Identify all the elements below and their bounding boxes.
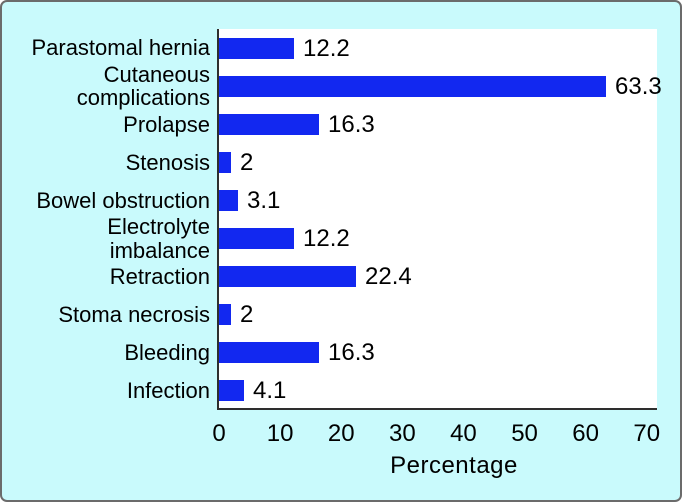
bar-bowel-obstruction xyxy=(219,190,238,211)
category-label: Retraction xyxy=(109,263,210,289)
x-tick-label: 20 xyxy=(327,420,355,447)
category-label: Stenosis xyxy=(125,149,210,175)
bar-infection xyxy=(219,380,244,401)
x-tick-label: 10 xyxy=(266,420,294,447)
bar-stenosis xyxy=(219,152,231,173)
x-axis-title: Percentage xyxy=(390,452,518,479)
bar-retraction xyxy=(219,266,356,287)
bar-value-label: 16.3 xyxy=(328,339,375,366)
x-tick-label: 40 xyxy=(450,420,477,447)
bar-value-label: 16.3 xyxy=(328,111,375,138)
bar-value-label: 3.1 xyxy=(247,187,281,214)
x-tick-label: 50 xyxy=(511,420,538,447)
bar-prolapse xyxy=(219,114,319,135)
category-label: Bleeding xyxy=(124,340,210,366)
category-label: Electrolyte imbalance xyxy=(107,214,210,263)
x-tick-label: 0 xyxy=(212,420,226,447)
category-label: Cutaneous complications xyxy=(76,61,210,111)
bar-value-label: 63.3 xyxy=(615,73,662,100)
bar-value-label: 2 xyxy=(240,149,254,176)
bar-cutaneous-complications xyxy=(219,76,606,97)
bar-value-label: 2 xyxy=(240,301,254,328)
bar-value-label: 12.2 xyxy=(303,225,350,252)
bar-bleeding xyxy=(219,342,319,363)
category-label: Bowel obstruction xyxy=(36,187,210,213)
bar-value-label: 22.4 xyxy=(365,263,412,290)
category-label: Infection xyxy=(126,378,210,404)
category-label: Parastomal hernia xyxy=(31,35,210,61)
bar-parastomal-hernia xyxy=(219,38,294,59)
category-label: Stoma necrosis xyxy=(58,302,210,328)
bar-value-label: 12.2 xyxy=(303,35,350,62)
x-tick-label: 60 xyxy=(572,420,600,447)
bar-value-label: 4.1 xyxy=(253,377,287,404)
bar-electrolyte-imbalance xyxy=(219,228,294,249)
category-axis-labels: Parastomal hernia Cutaneous complications… xyxy=(2,29,210,410)
category-label: Prolapse xyxy=(123,111,210,137)
plot-area: 12.2 63.3 16.3 2 3.1 12.2 22.4 2 16.3 4.1 xyxy=(217,29,662,410)
x-tick-label: 30 xyxy=(388,420,416,447)
bar-stoma-necrosis xyxy=(219,304,231,325)
x-tick-label: 70 xyxy=(633,420,661,447)
